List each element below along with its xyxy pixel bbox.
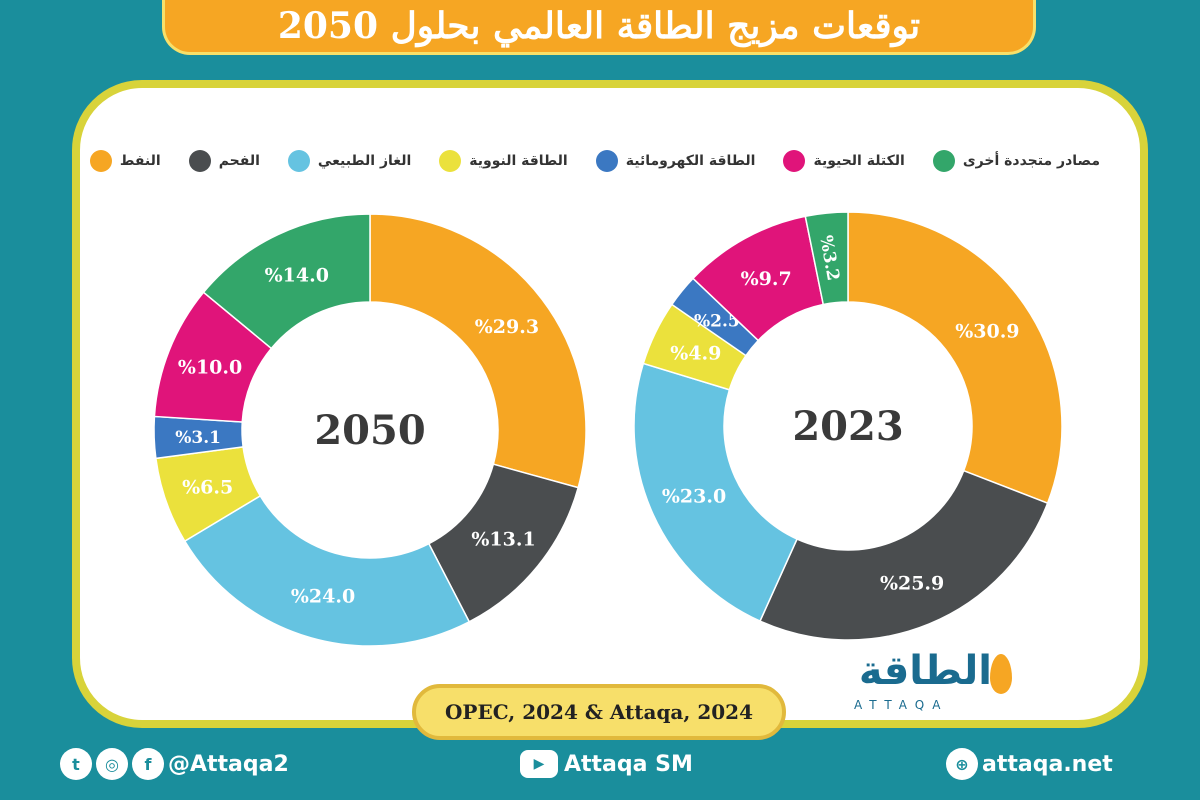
legend-item-oil: النفط [89,150,161,172]
website-footer: ⊕ attaqa.net [946,744,1113,784]
chart-title: توقعات مزيج الطاقة العالمي بحلول 2050 [277,5,921,47]
legend-item-gas: الغاز الطبيعي [287,150,412,172]
legend-label: الفحم [218,153,260,169]
data-label-biomass: %9.7 [741,268,792,290]
legend-item-other-renewables: مصادر متجددة أخرى [932,150,1100,172]
center-year-label: 2023 [792,403,903,450]
slice-oil [847,211,1063,505]
data-label-hydro: %3.1 [175,428,221,448]
twitter-icon[interactable]: t [60,748,92,780]
slice-oil [369,213,587,489]
globe-icon[interactable]: ⊕ [946,748,978,780]
data-label-gas: %23.0 [662,486,726,508]
slice-gas [183,494,471,647]
legend-label: مصادر متجددة أخرى [962,153,1100,169]
legend-swatch [188,150,211,172]
legend-label: النفط [119,153,161,169]
social-handle[interactable]: @Attaqa2 [168,751,289,777]
title-banner: توقعات مزيج الطاقة العالمي بحلول 2050 [162,0,1036,55]
legend-item-hydro: الطاقة الكهرومائية [595,150,756,172]
legend-item-coal: الفحم [188,150,260,172]
legend-item-biomass: الكتلة الحيوية [783,150,905,172]
source-text: OPEC, 2024 & Attaqa, 2024 [445,700,753,724]
legend-swatch [595,150,618,172]
data-label-nuclear: %6.5 [182,477,233,499]
legend-swatch [89,150,112,172]
legend: النفط الفحم الغاز الطبيعي الطاقة النووية… [89,150,1100,172]
legend-swatch [932,150,955,172]
drop-icon [990,654,1012,694]
data-label-hydro: %2.5 [694,311,740,331]
source-note: OPEC, 2024 & Attaqa, 2024 [412,684,786,740]
legend-label: الطاقة النووية [469,153,568,169]
facebook-icon[interactable]: f [132,748,164,780]
data-label-other-renewables: %14.0 [265,264,329,286]
youtube-footer: ▶ Attaqa SM [520,744,693,784]
logo-arabic: الطاقة [858,648,992,694]
data-label-biomass: %10.0 [178,357,242,379]
legend-swatch [783,150,806,172]
social-footer: t ◎ f @Attaqa2 [60,744,289,784]
legend-label: الكتلة الحيوية [813,153,905,169]
data-label-coal: %13.1 [471,528,535,550]
attaqa-logo: الطاقة ATTAQA [840,648,1020,718]
slice-other-renewables [202,213,371,350]
legend-swatch [287,150,310,172]
data-label-nuclear: %4.9 [670,342,721,364]
data-label-gas: %24.0 [291,585,355,607]
data-label-oil: %29.3 [475,316,539,338]
legend-label: الغاز الطبيعي [317,153,412,169]
data-label-coal: %25.9 [880,572,944,594]
data-label-oil: %30.9 [955,320,1019,342]
legend-item-nuclear: الطاقة النووية [439,150,568,172]
slice-gas [633,362,799,623]
donut-2050: %29.3 %13.1 %24.0 %6.5 %3.1 %10.0 %14.0 2050 [153,213,587,647]
legend-label: الطاقة الكهرومائية [625,153,756,169]
website-link[interactable]: attaqa.net [982,751,1113,777]
slice-coal [759,469,1049,641]
youtube-icon[interactable]: ▶ [520,750,558,778]
legend-swatch [439,150,462,172]
logo-latin: ATTAQA [854,698,949,712]
center-year-label: 2050 [314,407,425,454]
youtube-handle[interactable]: Attaqa SM [564,751,693,777]
slice-other-renewables [804,211,849,306]
instagram-icon[interactable]: ◎ [96,748,128,780]
